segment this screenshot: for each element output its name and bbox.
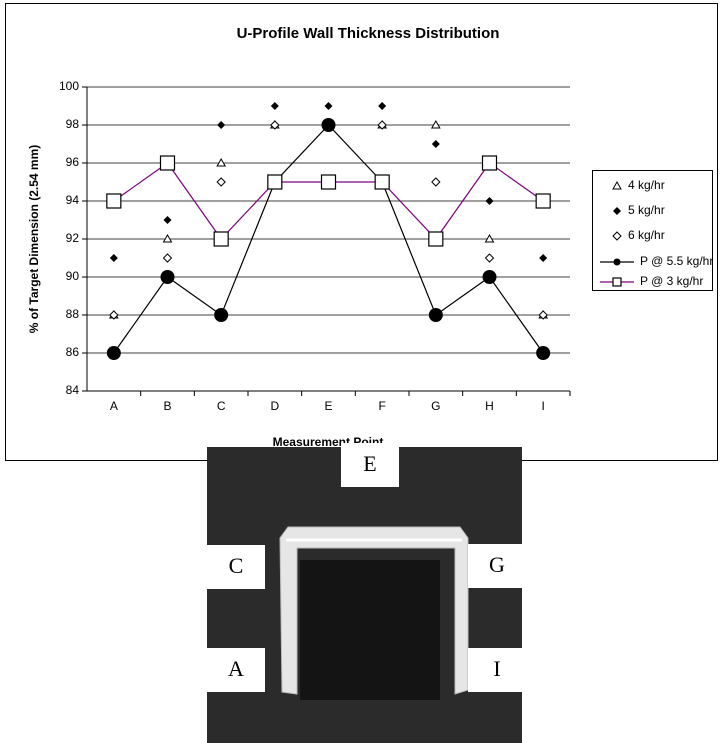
data-point [536, 346, 551, 360]
data-point [163, 216, 172, 224]
data-point [214, 308, 229, 322]
photo-label-box [468, 544, 526, 588]
legend-marker [612, 277, 622, 287]
photo-label: C [229, 553, 244, 578]
data-point [109, 254, 118, 262]
x-tick-label: H [485, 399, 494, 413]
photo-label-box [341, 443, 399, 487]
y-tick-label: 100 [59, 79, 79, 93]
data-point [162, 253, 173, 263]
data-point [484, 253, 495, 263]
y-tick-label: 90 [66, 269, 80, 283]
u-profile [279, 526, 469, 695]
x-tick-label: C [217, 399, 226, 413]
photo-shadow [300, 560, 440, 700]
x-tick-label: I [541, 399, 544, 413]
data-point [270, 102, 279, 110]
photo-label-box [468, 648, 526, 692]
data-point [484, 233, 495, 243]
photo-label: I [493, 656, 500, 681]
data-point [539, 254, 548, 262]
y-tick-label: 98 [66, 117, 80, 131]
y-tick-label: 88 [66, 307, 80, 321]
data-point [431, 140, 440, 148]
x-tick-label: E [324, 399, 332, 413]
data-point [270, 120, 280, 130]
data-point [106, 193, 122, 209]
legend-label: 4 kg/hr [628, 178, 665, 192]
legend-label: P @ 5.5 kg/hr [640, 254, 713, 268]
data-point [160, 270, 175, 284]
data-point [216, 157, 227, 167]
data-point [217, 121, 226, 129]
data-point [428, 231, 444, 247]
x-tick-label: B [163, 399, 171, 413]
chart-title: U-Profile Wall Thickness Distribution [237, 25, 500, 42]
data-point [321, 118, 336, 132]
data-point [267, 174, 283, 190]
photo-label: G [489, 552, 505, 577]
data-point [109, 310, 119, 320]
data-point [378, 102, 387, 110]
y-axis-label: % of Target Dimension (2.54 mm) [27, 145, 41, 333]
data-point [377, 120, 387, 130]
data-point [485, 197, 494, 205]
legend-label: P @ 3 kg/hr [640, 274, 703, 288]
x-tick-label: A [110, 399, 118, 413]
y-tick-label: 86 [66, 345, 80, 359]
data-point [106, 346, 121, 360]
photo-label: E [363, 451, 376, 476]
data-point [320, 174, 337, 190]
data-point [216, 177, 226, 187]
data-point [324, 102, 333, 110]
y-tick-label: 92 [66, 231, 80, 245]
data-point [430, 119, 441, 129]
legend-marker [612, 180, 622, 190]
x-tick-label: D [270, 399, 279, 413]
y-tick-label: 94 [66, 193, 80, 207]
data-point [535, 193, 551, 209]
legend-label: 6 kg/hr [628, 228, 665, 242]
photo-label: A [228, 656, 244, 681]
legend-marker [612, 231, 622, 241]
data-point [481, 155, 498, 171]
data-point [374, 174, 390, 190]
photo-label-box [207, 545, 265, 589]
data-point [482, 270, 497, 284]
data-point [431, 177, 441, 187]
x-tick-label: G [431, 399, 440, 413]
legend-box [592, 170, 713, 291]
y-tick-label: 84 [66, 383, 80, 397]
legend-marker [613, 258, 621, 266]
data-point [213, 231, 229, 247]
photo [207, 447, 522, 743]
data-point [538, 310, 548, 320]
y-tick-label: 96 [66, 155, 80, 169]
legend-label: 5 kg/hr [628, 203, 665, 217]
data-point [428, 308, 443, 322]
legend-marker [613, 207, 621, 215]
x-tick-label: F [378, 399, 385, 413]
data-point [159, 155, 176, 171]
data-point [162, 233, 173, 243]
photo-label-box [207, 648, 265, 692]
